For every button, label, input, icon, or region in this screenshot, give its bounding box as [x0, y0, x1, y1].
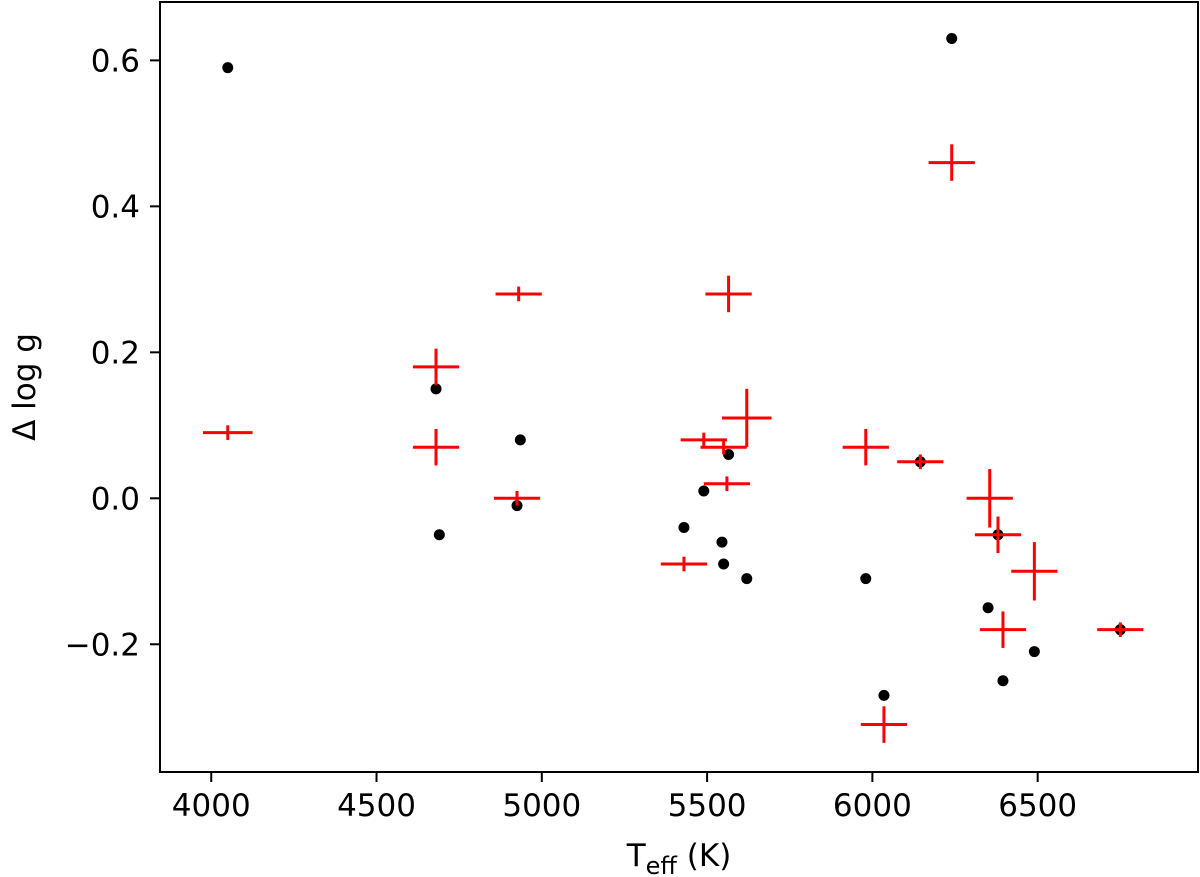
y-tick-label: 0.2 [91, 335, 140, 371]
data-point-cross [412, 348, 460, 386]
data-point-dot [678, 521, 690, 533]
data-point-dot [860, 573, 872, 585]
x-axis-label-main: T [626, 838, 647, 874]
data-point-cross [660, 556, 708, 572]
x-tick-label: 4000 [172, 788, 251, 824]
data-point-dot [723, 449, 735, 461]
data-point-cross [928, 144, 975, 181]
data-point-dot [946, 32, 958, 44]
data-marks [202, 32, 1144, 743]
data-point-cross [202, 425, 253, 440]
data-point-dot [222, 62, 234, 74]
data-point-dot [741, 573, 753, 585]
y-axis-label: Δ log g [7, 333, 43, 441]
data-point-cross [860, 706, 908, 743]
x-axis: 4000 4500 5000 5500 6000 6500 [172, 772, 1077, 824]
data-point-cross [897, 454, 944, 470]
data-point-cross [705, 275, 752, 313]
data-point-dot [997, 675, 1009, 687]
plot-frame [159, 1, 1199, 773]
data-point-dot [718, 558, 730, 570]
y-tick-label: 0.0 [91, 481, 140, 517]
data-point-cross [1097, 622, 1144, 637]
data-point-dot [514, 434, 526, 446]
data-point-cross [412, 428, 460, 466]
x-axis-label: Teff (K) [626, 838, 732, 877]
data-point-cross [680, 432, 727, 448]
data-point-dot [1028, 646, 1040, 658]
y-tick-label: 0.6 [91, 43, 140, 79]
x-tick-label: 4500 [337, 788, 416, 824]
data-point-cross [974, 516, 1022, 554]
x-tick-label: 6500 [998, 788, 1077, 824]
y-tick-label: −0.2 [65, 627, 140, 663]
x-axis-label-subscript: eff [646, 852, 678, 877]
data-point-dot [982, 602, 994, 614]
data-point-cross [700, 439, 747, 455]
data-point-dot [433, 529, 445, 541]
data-point-cross [721, 388, 772, 448]
errorbar-series [202, 144, 1144, 743]
data-point-dot [430, 383, 442, 395]
data-point-cross [1011, 542, 1058, 601]
data-point-dot [698, 485, 710, 497]
data-point-cross [703, 476, 751, 492]
x-axis-label-unit: (K) [677, 838, 731, 874]
data-point-dot [716, 536, 728, 548]
data-point-cross [966, 469, 1013, 528]
data-point-cross [842, 428, 889, 466]
data-point-cross [495, 286, 542, 302]
y-tick-label: 0.4 [91, 189, 140, 225]
x-tick-label: 6000 [833, 788, 912, 824]
data-point-cross [979, 611, 1027, 648]
x-tick-label: 5000 [502, 788, 581, 824]
x-tick-label: 5500 [668, 788, 747, 824]
data-point-cross [493, 491, 541, 506]
data-point-dot [878, 689, 890, 701]
y-axis: −0.2 0.0 0.2 0.4 0.6 [65, 43, 160, 663]
